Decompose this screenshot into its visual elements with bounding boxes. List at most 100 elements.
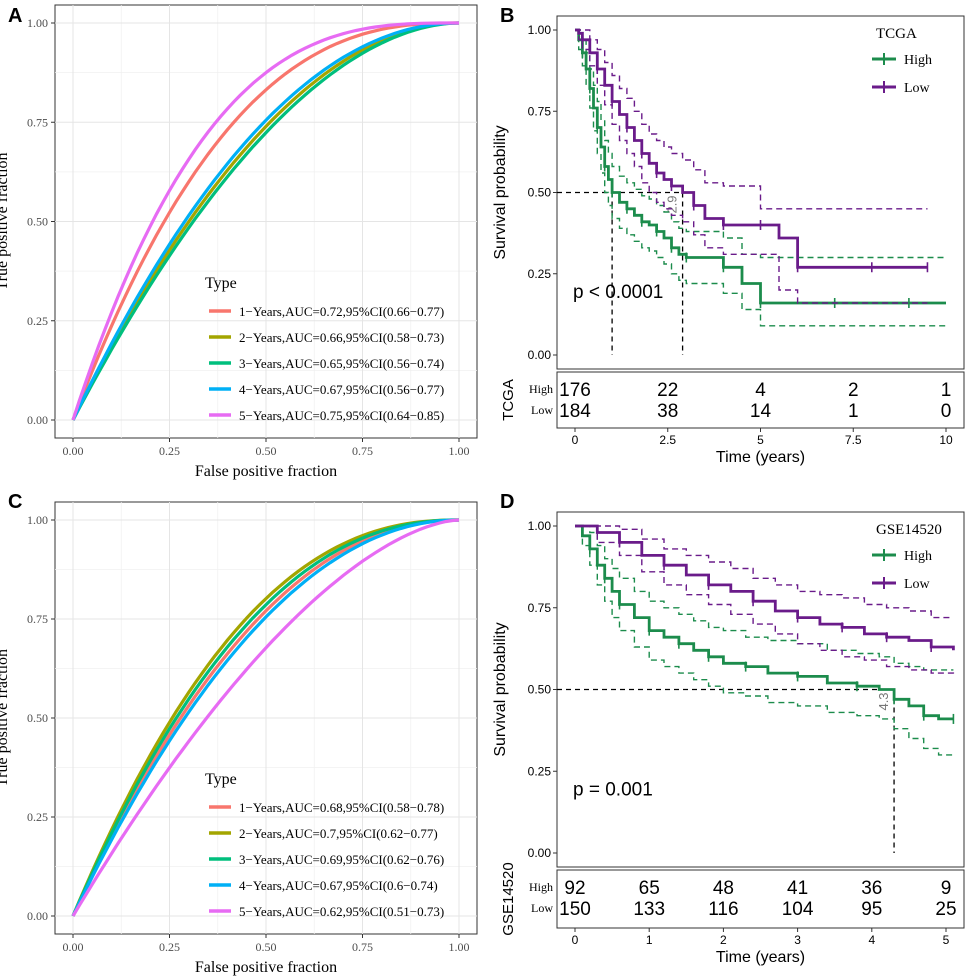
legend-entry: 1−Years,AUC=0.72,95%CI(0.66−0.77) [239,304,444,319]
risk-count: 176 [559,380,591,401]
risk-table-title: GSE14520 [500,862,517,935]
panel-letter-c: C [8,491,22,513]
x-tick-label: 10 [939,433,953,447]
risk-row-label: Low [531,901,553,915]
x-tick-label: 0.25 [159,444,180,458]
risk-count: 104 [782,899,814,920]
ci-upper-low [575,29,928,210]
risk-row-label: High [529,880,553,894]
x-tick-label: 2.5 [659,433,676,447]
risk-count: 38 [657,401,678,422]
legend-entry: 4−Years,AUC=0.67,95%CI(0.6−0.74) [239,878,438,893]
y-axis-label: Survival probability [492,622,509,756]
y-axis-label: True positive fraction [0,152,11,290]
x-axis-label: Time (years) [716,449,805,466]
risk-count: 9 [941,878,952,899]
risk-table-title: TCGA [500,379,517,421]
x-tick-label: 4 [868,933,875,947]
x-axis-label: False positive fraction [195,463,337,480]
y-tick-label: 0.25 [27,810,48,824]
p-value: p < 0.0001 [573,282,663,303]
risk-count: 48 [713,878,734,899]
risk-count: 65 [639,878,660,899]
x-tick-label: 2 [720,933,727,947]
risk-count: 1 [848,401,859,422]
legend-title: TCGA [876,26,917,42]
roc-panel-C: 0.00 0.00 0.25 0.25 0.50 0.50 0.75 0.75 1.00 1.00… [0,501,478,976]
x-axis-label: Time (years) [716,949,805,966]
legend-title: Type [205,771,237,788]
risk-row-label: Low [531,403,553,417]
y-tick-label: 0.75 [27,612,48,626]
risk-table-area [556,371,965,429]
x-tick-label: 5 [943,933,950,947]
risk-count: 25 [935,899,956,920]
y-tick-label: 0.50 [27,711,48,725]
legend-title: GSE14520 [876,522,942,538]
risk-count: 133 [633,899,665,920]
risk-count: 14 [750,401,772,422]
risk-count: 2 [848,380,859,401]
y-tick-label: 0.75 [528,104,552,118]
ci-upper-high [575,29,946,259]
legend-entry: 1−Years,AUC=0.68,95%CI(0.58−0.78) [239,800,444,815]
risk-count: 1 [941,380,952,401]
risk-count: 95 [861,899,882,920]
y-tick-label: 1.00 [528,23,552,37]
x-tick-label: 7.5 [845,433,862,447]
y-tick-label: 0.25 [27,314,48,328]
y-axis-label: Survival probability [492,125,509,259]
y-tick-label: 1.00 [528,519,552,533]
legend-entry: 2−Years,AUC=0.7,95%CI(0.62−0.77) [239,826,438,841]
y-tick-label: 0.25 [528,764,552,778]
risk-count: 116 [708,899,738,920]
roc-curve-3-years [71,21,460,421]
legend-title: Type [205,275,237,292]
legend-entry: 2−Years,AUC=0.66,95%CI(0.58−0.73) [239,330,444,345]
x-tick-label: 0.75 [352,940,373,954]
x-tick-label: 0.50 [256,940,277,954]
ci-lower-high [575,525,954,756]
km-panel-B: 0.00 0.25 0.50 0.75 1.00 2.9 p < 0.0001 TCGA Hig… [492,15,965,370]
roc-curve-5-years [71,518,460,917]
roc-curve-2-years [71,21,460,421]
ci-upper-high [575,525,954,671]
x-tick-label: 1.00 [449,940,470,954]
x-tick-label: 0 [572,433,579,447]
legend-entry: High [904,53,932,68]
legend-entry: Low [904,577,931,592]
ci-upper-low [575,525,954,619]
km-panel-D: 0.00 0.25 0.50 0.75 1.00 4.3 p = 0.001 GSE14520… [492,511,965,868]
y-tick-label: 0.50 [528,683,552,697]
x-tick-label: 0.00 [63,940,84,954]
median-label: 2.9 [665,195,680,213]
risk-count: 184 [559,401,591,422]
risk-count: 41 [787,878,808,899]
risk-count: 0 [941,401,952,422]
x-tick-label: 0 [572,933,579,947]
y-tick-label: 0.50 [27,215,48,229]
y-tick-label: 1.00 [27,513,48,527]
p-value: p = 0.001 [573,780,653,801]
legend-entry: 5−Years,AUC=0.62,95%CI(0.51−0.73) [239,904,444,919]
risk-table-area [556,869,965,929]
x-tick-label: 0.25 [159,940,180,954]
y-tick-label: 0.25 [528,267,552,281]
x-tick-label: 3 [794,933,801,947]
risk-count: 36 [861,878,882,899]
roc-panel-A: 0.00 0.00 0.25 0.25 0.50 0.50 0.75 0.75 1.00 1.00… [0,4,478,480]
y-tick-label: 0.00 [528,846,552,860]
survival-curve-low [575,28,928,269]
y-tick-label: 0.00 [27,909,48,923]
x-tick-label: 1 [646,933,653,947]
median-label: 4.3 [876,692,891,710]
y-tick-label: 1.00 [27,16,48,30]
legend-entry: Low [904,81,931,96]
x-tick-label: 0.50 [256,444,277,458]
x-tick-label: 5 [757,433,764,447]
roc-curve-4-years [71,21,460,421]
roc-curve-3-years [71,518,459,917]
risk-count: 4 [755,380,766,401]
